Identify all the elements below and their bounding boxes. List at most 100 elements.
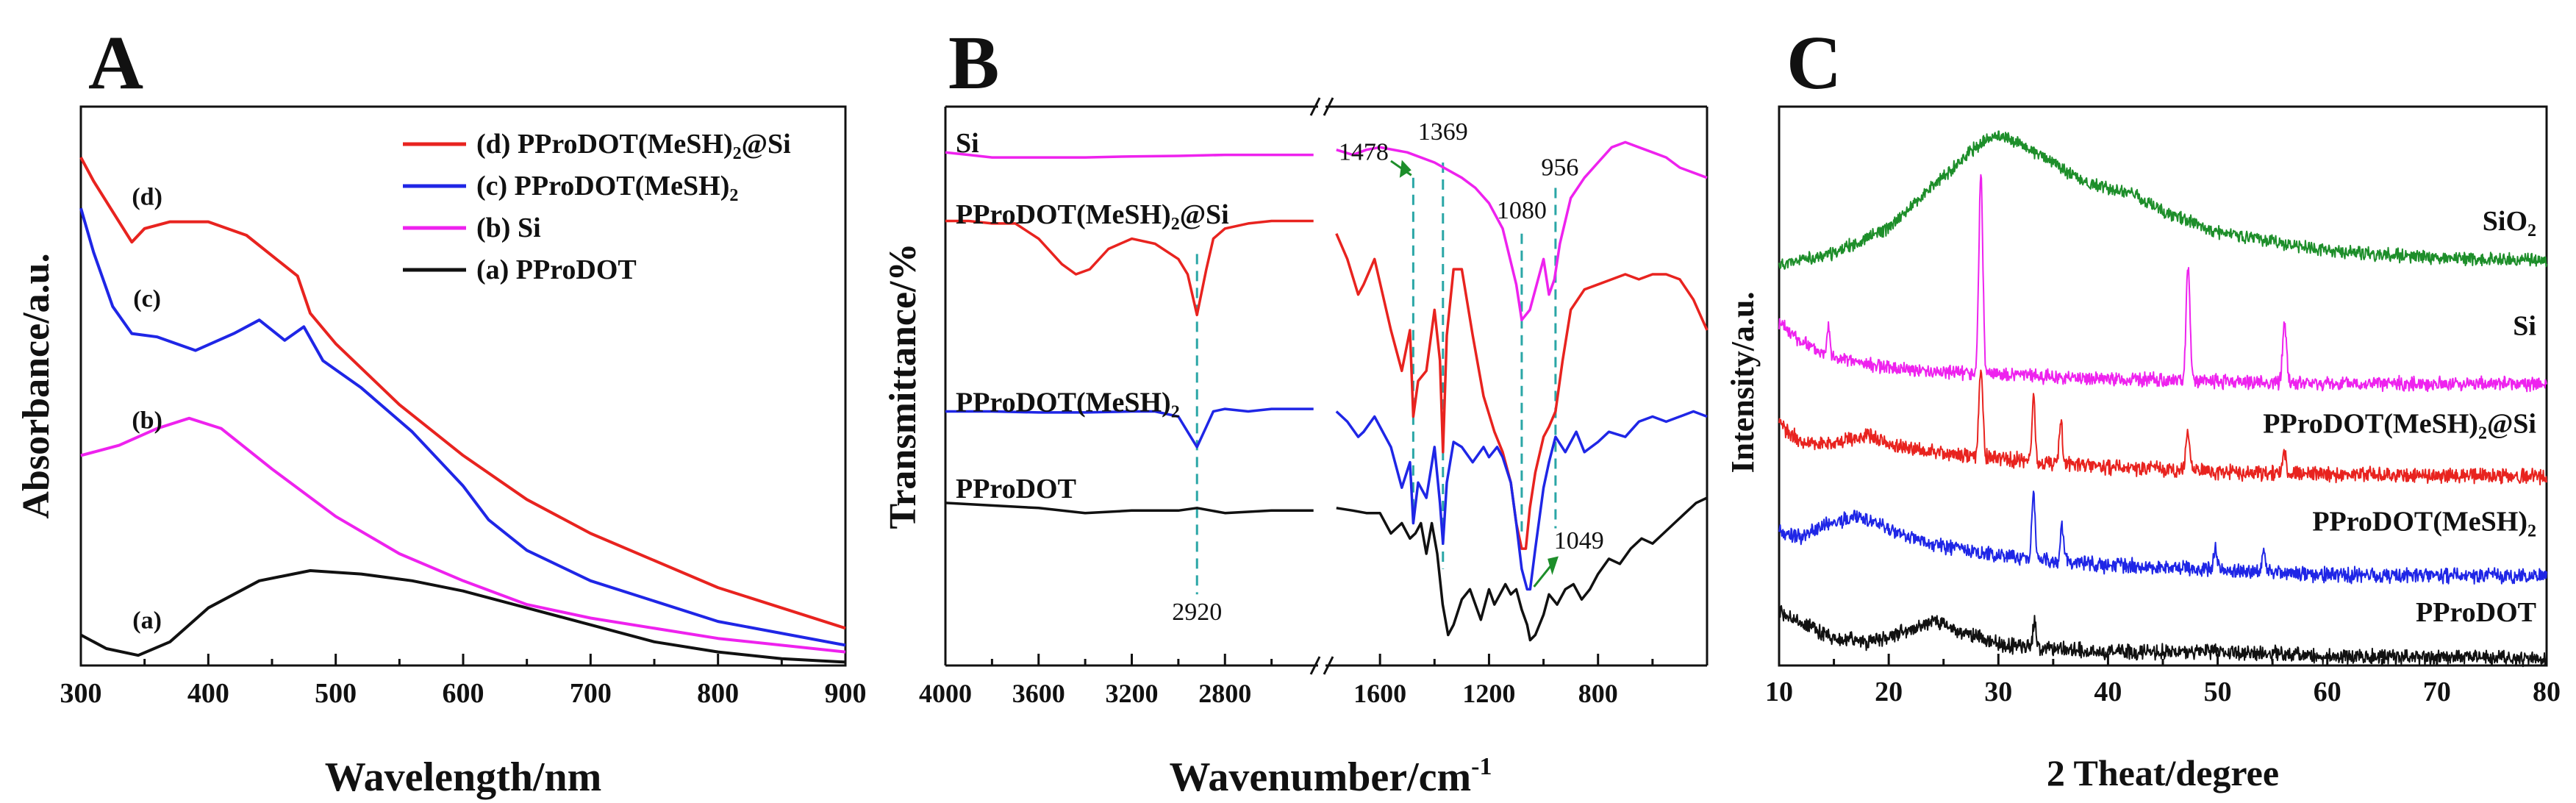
panel-c-x-tick-label: 20 bbox=[1875, 677, 1903, 707]
panel-a-curve-label: (d) bbox=[132, 184, 162, 211]
panel-b-x-tick-label: 1200 bbox=[1462, 679, 1515, 708]
panel-c-x-tick-label: 40 bbox=[2094, 677, 2122, 707]
panel-b-x-ticks: 4000 3600 3200 2800 1600 1200 800 bbox=[919, 654, 1654, 708]
panel-c-series-label-subscript: 2 bbox=[2527, 221, 2536, 240]
panel-a-x-tick-label: 700 bbox=[570, 678, 612, 709]
panel-c-series-label: PProDOT bbox=[2416, 597, 2536, 628]
panel-b-axis-break-mark bbox=[1309, 656, 1321, 675]
panel-b-axis-break-mark bbox=[1323, 656, 1334, 675]
panel-b-frame bbox=[944, 97, 1709, 675]
panel-a-curve-labels: (d) (c) (b) (a) bbox=[132, 184, 162, 635]
panel-a-x-tick-label: 300 bbox=[60, 678, 102, 709]
panel-b-x-axis-label-sup: -1 bbox=[1471, 753, 1492, 780]
panel-a-curve-label: (b) bbox=[132, 407, 162, 435]
panel-c: C 10 20 30 40 50 60 70 80 SiO2SiPProDOT(MeSH)2@… bbox=[1725, 21, 2561, 793]
panel-c-series-labels: SiO2SiPProDOT(MeSH)2@SiPProDOT(MeSH)2PPr… bbox=[2263, 206, 2536, 628]
panel-b-series-line-3-low bbox=[1335, 410, 1708, 591]
panel-b-series-label-subscript: 2 bbox=[1171, 215, 1180, 234]
panel-c-x-tick-label: 50 bbox=[2204, 677, 2232, 707]
panel-b-x-tick-label: 3600 bbox=[1012, 679, 1065, 708]
panel-a-letter: A bbox=[88, 21, 143, 105]
panel-c-series-label-text: PProDOT(MeSH) bbox=[2263, 408, 2478, 439]
panel-c-series-line-5 bbox=[1778, 604, 2547, 668]
panel-b-series-label-subscript: 2 bbox=[1171, 403, 1180, 422]
panel-b-series-label-text: PProDOT(MeSH) bbox=[956, 388, 1171, 418]
panel-b-axis-break-mark bbox=[1309, 97, 1321, 116]
panel-b-series bbox=[945, 140, 1709, 642]
panel-b-series-label: PProDOT bbox=[956, 474, 1076, 504]
panel-a-y-axis-label: Absorbance/a.u. bbox=[15, 253, 57, 518]
panel-b-peak-label: 1049 bbox=[1554, 527, 1604, 554]
panel-a-legend-entry: (c) PProDOT(MeSH)2 bbox=[476, 171, 738, 205]
panel-a-series-line-3 bbox=[80, 416, 846, 654]
panel-c-series-label-subscript: 2 bbox=[2478, 424, 2487, 443]
panel-a-legend-entry-subscript: 2 bbox=[733, 144, 742, 163]
panel-c-y-axis-label: Intensity/a.u. bbox=[1725, 292, 1761, 474]
panel-c-series-label-text: PProDOT(MeSH) bbox=[2312, 506, 2527, 537]
panel-c-series-label-text: Si bbox=[2513, 310, 2536, 341]
panel-b-series-label-suffix: @Si bbox=[1180, 199, 1229, 230]
panel-c-series-label: SiO2 bbox=[2483, 206, 2536, 240]
panel-a-x-tick-label: 600 bbox=[443, 678, 484, 709]
panel-b-series-line-2-high bbox=[945, 219, 1314, 317]
panel-a-x-tick-label: 900 bbox=[825, 678, 867, 709]
panel-c-x-axis-label: 2 Theat/degree bbox=[2047, 752, 2279, 793]
panel-c-series-label: PProDOT(MeSH)2@Si bbox=[2263, 408, 2536, 443]
panel-a-legend: (d) PProDOT(MeSH)2@Si(c) PProDOT(MeSH)2(… bbox=[403, 129, 791, 285]
panel-a-legend-entry-subscript: 2 bbox=[729, 186, 738, 205]
panel-b-series-label-text: Si bbox=[956, 128, 979, 159]
panel-b-series-label: PProDOT(MeSH)2@Si bbox=[956, 199, 1229, 234]
panel-b-x-axis-label: Wavenumber/cm-1 bbox=[1170, 753, 1492, 800]
panel-b-peak-label: 1080 bbox=[1497, 197, 1547, 224]
panel-a-curve-label: (c) bbox=[133, 285, 161, 313]
panel-b-peak-label: 1369 bbox=[1418, 118, 1468, 146]
panel-a-x-tick-label: 800 bbox=[697, 678, 739, 709]
panel-b-peak-label: 1478 bbox=[1339, 139, 1389, 166]
panel-a-legend-entry-text: (d) PProDOT(MeSH) bbox=[476, 129, 733, 160]
panel-b-x-axis-label-main: Wavenumber/cm bbox=[1170, 754, 1472, 800]
panel-b-peak-label: 956 bbox=[1541, 154, 1578, 181]
panel-c-series-label: Si bbox=[2513, 310, 2536, 341]
panel-a-legend-entry-text: (a) PProDOT bbox=[476, 254, 637, 285]
panel-c-series-line-1 bbox=[1778, 130, 2547, 270]
panel-b: B 4000 3600 3200 2800 1600 1200 800 2920 1478 13… bbox=[882, 21, 1709, 800]
panel-c-x-tick-label: 70 bbox=[2423, 677, 2451, 707]
panel-b-series-label-text: PProDOT(MeSH) bbox=[956, 199, 1171, 230]
panel-c-x-tick-label: 30 bbox=[1984, 677, 2012, 707]
panel-c-series-label-subscript: 2 bbox=[2527, 521, 2536, 540]
panel-a-x-tick-label: 500 bbox=[315, 678, 357, 709]
panel-c-series-line-4 bbox=[1778, 490, 2547, 585]
panel-b-series-label: PProDOT(MeSH)2 bbox=[956, 388, 1180, 422]
panel-b-series-label-text: PProDOT bbox=[956, 474, 1076, 504]
panel-a-legend-entry-suffix: @Si bbox=[742, 129, 791, 160]
panel-b-series-line-1-low bbox=[1336, 140, 1708, 321]
panel-c-x-tick-label: 80 bbox=[2533, 677, 2561, 707]
panel-c-x-tick-label: 60 bbox=[2314, 677, 2341, 707]
panel-c-series-line-3 bbox=[1778, 369, 2547, 486]
panel-a-legend-entry: (a) PProDOT bbox=[476, 254, 637, 285]
panel-a-legend-entry-text: (c) PProDOT(MeSH) bbox=[476, 171, 729, 201]
panel-a-legend-entry: (b) Si bbox=[476, 213, 541, 243]
panel-b-x-tick-label: 4000 bbox=[919, 679, 972, 708]
panel-b-x-tick-label: 1600 bbox=[1353, 679, 1406, 708]
panel-a-series-line-1 bbox=[79, 157, 846, 630]
panel-b-x-tick-label: 800 bbox=[1578, 679, 1618, 708]
panel-a: A 300 400 500 600 700 800 900 (d) (c) (b) (a) (d)… bbox=[15, 21, 867, 800]
panel-a-legend-entry: (d) PProDOT(MeSH)2@Si bbox=[476, 129, 791, 163]
panel-c-x-ticks: 10 20 30 40 50 60 70 80 bbox=[1765, 654, 2561, 707]
panel-b-series-line-4-high bbox=[945, 502, 1314, 515]
panel-b-peak-arrowhead-1478 bbox=[1399, 160, 1412, 178]
panel-c-series-label-suffix: @Si bbox=[2487, 408, 2536, 439]
panel-a-x-ticks: 300 400 500 600 700 800 900 bbox=[60, 654, 867, 709]
panel-c-series-label-text: PProDOT bbox=[2416, 597, 2536, 628]
panel-c-series-label: PProDOT(MeSH)2 bbox=[2312, 506, 2536, 540]
panel-b-peak-labels: 2920 1478 1369 1080 956 1049 bbox=[1172, 118, 1604, 626]
panel-b-series-label: Si bbox=[956, 128, 979, 159]
panel-c-series-line-2 bbox=[1778, 174, 2547, 393]
panel-b-axis-break-mark bbox=[1323, 97, 1334, 116]
panel-a-curve-label: (a) bbox=[132, 607, 162, 634]
panel-c-letter: C bbox=[1786, 21, 1842, 105]
panel-a-series-line-4 bbox=[80, 569, 846, 664]
